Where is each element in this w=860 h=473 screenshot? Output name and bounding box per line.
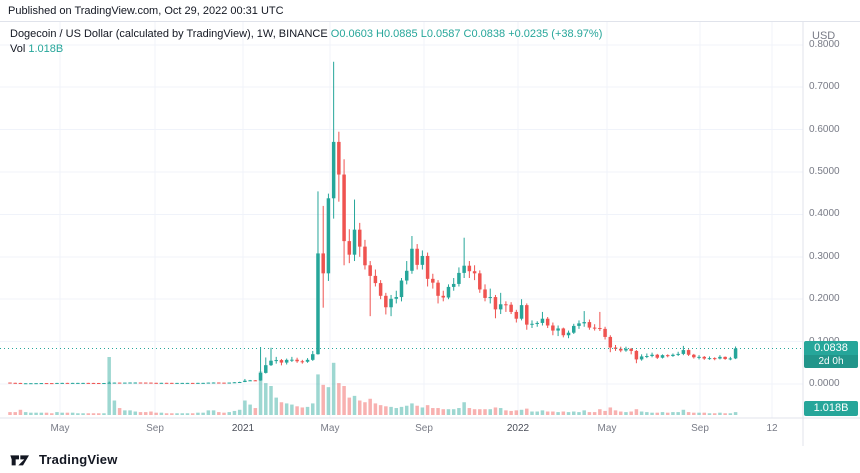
time-tick-label: Sep [146,423,164,434]
published-text: Published on TradingView.com, Oct 29, 20… [8,4,284,17]
chart-area: Dogecoin / US Dollar (calculated by Trad… [0,22,860,446]
ohlc-high: H0.0885 [376,28,418,40]
time-tick-label: 12 [766,423,778,434]
time-tick-label: 2022 [506,423,530,434]
currency-axis-label: USD [812,30,836,42]
legend-row-volume: Vol 1.018B [10,43,602,56]
time-tick-label: Sep [691,423,709,434]
price-tick-label: 0.0000 [809,378,840,389]
time-tick-label: 2021 [231,423,255,434]
price-tick-label: 0.4000 [809,208,840,220]
tradingview-wordmark[interactable]: TradingView [39,452,118,467]
ohlc-low: L0.0587 [420,28,461,40]
candlestick-chart[interactable] [0,22,860,446]
chart-legend: Dogecoin / US Dollar (calculated by Trad… [10,28,602,56]
volume-label: Vol [10,43,26,55]
ohlc-change: +0.0235 (+38.97%) [508,28,603,40]
ohlc-close: C0.0838 [463,28,506,40]
volume-value: 1.018B [28,43,64,55]
footer-bar: TradingView [0,446,860,473]
ohlc-open: O0.0603 [330,28,373,40]
price-tick-label: 0.1000 [809,336,840,348]
price-tick-label: 0.2000 [809,293,840,305]
symbol-title[interactable]: Dogecoin / US Dollar (calculated by Trad… [10,28,328,40]
time-tick-label: Sep [415,423,433,434]
legend-row-main: Dogecoin / US Dollar (calculated by Trad… [10,28,602,41]
bar-countdown: 2d 0h [804,355,858,369]
time-tick-label: May [50,423,70,434]
price-tick-label: 0.3000 [809,250,840,262]
time-tick-label: May [597,423,617,434]
time-tick-label: May [320,423,340,434]
volume-badge: 1.018B [804,401,858,416]
price-tick-label: 0.6000 [809,123,840,135]
last-price-value: 0.0838 [814,342,848,355]
tradingview-logo-icon[interactable] [9,452,33,468]
price-tick-label: 0.7000 [809,81,840,93]
last-price-badge: 0.0838 2d 0h [804,341,858,369]
price-tick-label: 0.8000 [809,38,840,50]
published-bar: Published on TradingView.com, Oct 29, 20… [0,0,860,22]
price-tick-label: 0.5000 [809,166,840,177]
